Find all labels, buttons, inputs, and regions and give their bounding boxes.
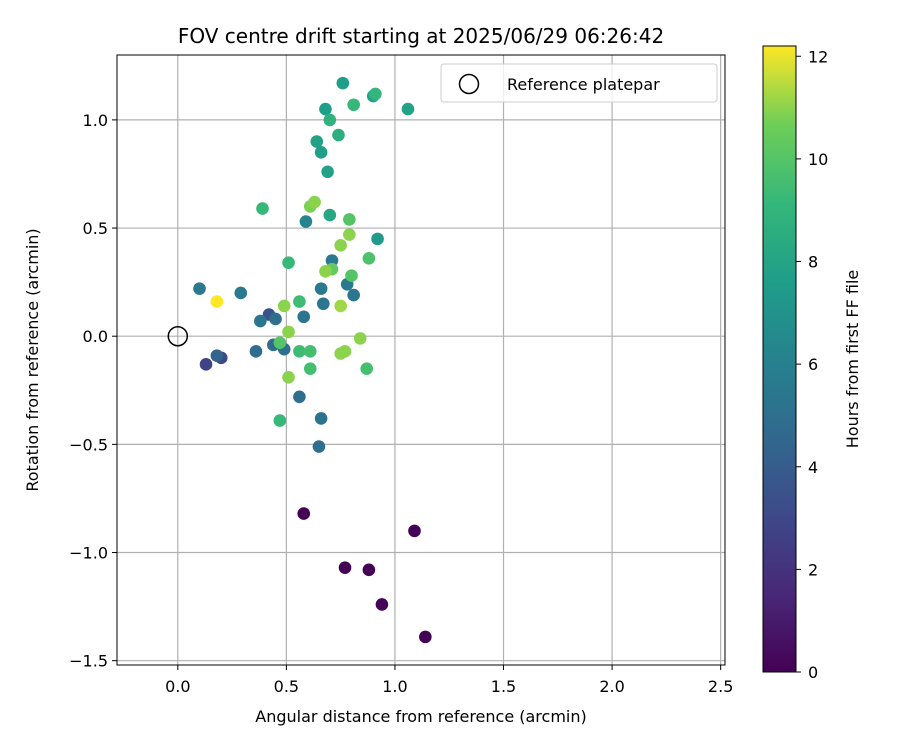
data-point (297, 310, 311, 324)
data-point (303, 345, 317, 358)
data-point (345, 269, 358, 282)
data-point (308, 195, 321, 209)
data-point (282, 325, 295, 339)
plot-area-frame (116, 54, 726, 666)
data-point (401, 102, 415, 116)
data-point (334, 239, 347, 252)
data-point (321, 165, 334, 179)
data-point (254, 314, 267, 328)
data-point (314, 282, 328, 295)
colorbar-gradient (762, 45, 797, 673)
colorbar-tick-label: 8 (808, 253, 818, 272)
data-point (277, 299, 291, 313)
data-point (343, 213, 356, 226)
data-point (273, 336, 287, 349)
x-tick-label: 2.0 (599, 677, 624, 696)
x-axis-ticks: 0.0 0.5 1.0 1.5 2.0 2.5 (165, 665, 733, 696)
data-point (269, 312, 282, 326)
data-point (343, 228, 356, 241)
x-tick-label: 1.0 (382, 677, 407, 696)
data-point (419, 630, 432, 644)
x-tick-label: 1.5 (491, 677, 516, 696)
data-point (282, 371, 295, 384)
data-point (210, 295, 224, 308)
y-tick-label: −0.5 (69, 435, 108, 454)
data-point (336, 76, 350, 90)
data-point (334, 299, 347, 313)
y-axis-ticks: −1.5 −1.0 −0.5 0.0 0.5 1.0 (69, 111, 117, 671)
grid-lines (117, 55, 725, 665)
data-point (310, 135, 324, 148)
data-point (325, 254, 339, 267)
colorbar-tick-label: 10 (808, 150, 828, 169)
data-point (369, 87, 382, 101)
data-point (323, 113, 337, 127)
data-point (282, 256, 295, 269)
data-point (323, 208, 337, 222)
data-point (316, 297, 330, 311)
reference-platepar-marker (167, 325, 189, 347)
data-point (297, 507, 311, 520)
data-point (210, 349, 224, 362)
x-tick-label: 0.5 (274, 677, 299, 696)
data-point (314, 412, 328, 425)
colorbar-tick-label: 0 (808, 663, 818, 682)
legend-marker-open-circle (458, 73, 480, 95)
data-point (332, 128, 345, 142)
colorbar-tick-label: 2 (808, 560, 818, 579)
data-point (293, 345, 306, 358)
data-point (299, 215, 313, 228)
chart-title: FOV centre drift starting at 2025/06/29 … (178, 24, 664, 48)
data-point (362, 252, 376, 265)
colorbar-tick-label: 12 (808, 47, 828, 66)
y-tick-label: −1.5 (69, 652, 108, 671)
x-axis-label: Angular distance from reference (arcmin) (255, 707, 586, 726)
data-point (360, 362, 374, 375)
data-point (319, 102, 332, 116)
y-axis-label: Rotation from reference (arcmin) (23, 228, 42, 491)
legend-box (440, 63, 718, 103)
data-points (167, 76, 432, 644)
data-point (347, 98, 360, 112)
y-tick-label: 0.5 (83, 219, 108, 238)
data-point (362, 563, 376, 577)
y-tick-label: 1.0 (83, 111, 108, 130)
colorbar-label: Hours from first FF file (843, 270, 862, 449)
data-point (193, 282, 206, 295)
data-point (375, 598, 389, 611)
data-point (347, 288, 360, 302)
data-point (371, 232, 384, 246)
x-tick-label: 2.5 (708, 677, 733, 696)
y-tick-label: −1.0 (69, 544, 108, 563)
data-point (199, 358, 213, 371)
data-point (293, 295, 306, 308)
data-point (314, 146, 328, 159)
data-point (312, 440, 326, 453)
data-point (234, 286, 248, 300)
legend-entry-label: Reference platepar (507, 75, 660, 94)
data-point (273, 414, 287, 427)
colorbar-ticks: 0 2 4 6 8 10 12 (796, 47, 828, 682)
legend: Reference platepar (440, 63, 718, 103)
colorbar-tick-label: 4 (808, 458, 818, 477)
data-point (338, 561, 352, 574)
y-tick-label: 0.0 (83, 327, 108, 346)
data-point (408, 524, 421, 538)
colorbar: 0 2 4 6 8 10 12 Hours from first FF file (762, 45, 862, 682)
data-point (293, 390, 306, 404)
colorbar-tick-label: 6 (808, 355, 818, 374)
data-point (303, 362, 317, 375)
data-point (338, 345, 352, 358)
data-point (353, 332, 367, 345)
data-point (249, 345, 263, 358)
data-point (319, 265, 332, 278)
x-tick-label: 0.0 (165, 677, 190, 696)
data-point (256, 202, 269, 215)
